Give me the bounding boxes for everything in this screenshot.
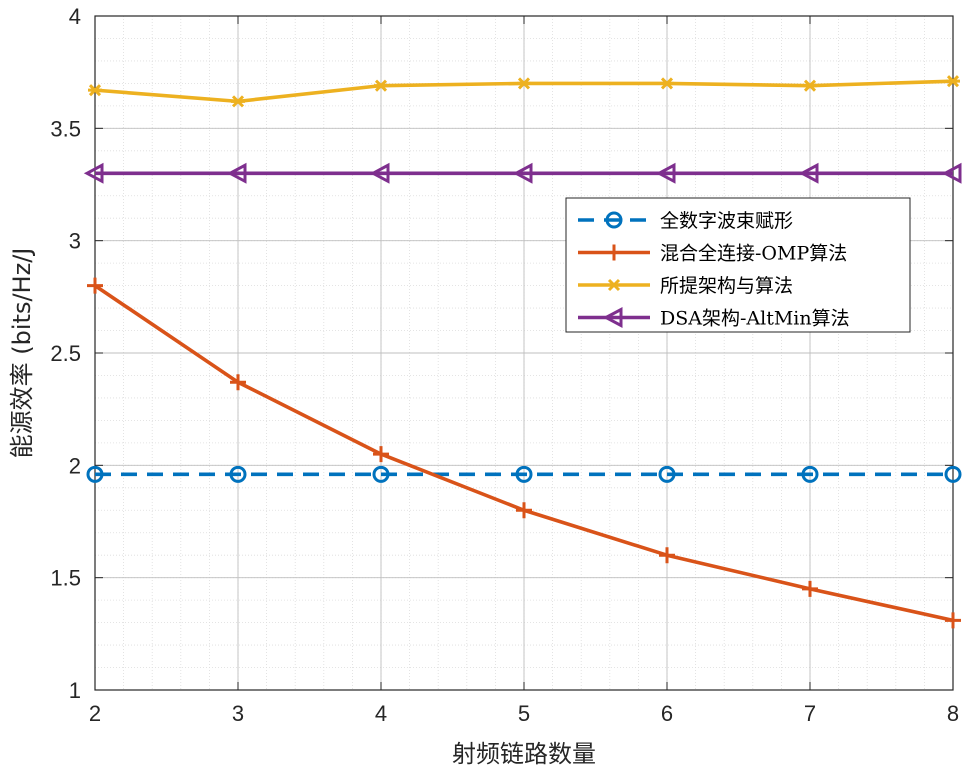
- legend-marker: [605, 211, 623, 229]
- data-point: [229, 465, 247, 483]
- y-tick-label: 2: [69, 453, 81, 478]
- data-point: [945, 612, 961, 629]
- legend-entry: 全数字波束赋形: [578, 210, 793, 232]
- legend-label: 所提架构与算法: [660, 275, 793, 297]
- legend-marker: [602, 307, 623, 328]
- data-point: [87, 277, 103, 294]
- data-point: [802, 580, 818, 597]
- y-tick-label: 1: [69, 678, 81, 703]
- x-tick-labels: 2 3 4 5 6 7 8: [89, 701, 959, 726]
- data-point: [230, 374, 246, 391]
- y-tick-label: 2.5: [50, 341, 81, 366]
- legend-marker: [606, 244, 622, 261]
- data-point: [517, 77, 531, 90]
- data-point: [801, 465, 819, 483]
- data-point: [659, 547, 675, 564]
- legend-entry: 混合全连接-OMP算法: [578, 243, 847, 265]
- x-tick-label: 4: [375, 701, 387, 726]
- data-point: [798, 162, 819, 184]
- legend-box: [565, 197, 911, 333]
- data-point: [658, 465, 676, 483]
- legend-marker: [607, 278, 621, 292]
- x-axis-title: 射频链路数量: [452, 740, 596, 768]
- data-point: [369, 162, 390, 184]
- data-point: [944, 465, 962, 483]
- data-point: [373, 446, 389, 463]
- y-tick-label: 1.5: [50, 566, 81, 591]
- series-2: [87, 277, 961, 629]
- data-point: [374, 79, 388, 92]
- axis-ticks: [94, 15, 954, 691]
- y-axis-title: 能源效率 (bits/Hz/J: [8, 248, 36, 459]
- y-tick-label: 3.5: [50, 116, 81, 141]
- y-tick-labels: 1 1.5 2 2.5 3 3.5 4: [50, 4, 81, 703]
- y-tick-label: 3: [69, 229, 81, 254]
- series-4: [83, 162, 962, 184]
- data-point: [83, 162, 104, 184]
- data-point: [372, 465, 390, 483]
- legend-label: 混合全连接-OMP算法: [660, 243, 847, 265]
- y-tick-label: 4: [69, 4, 81, 29]
- x-tick-label: 3: [232, 701, 244, 726]
- data-point: [226, 162, 247, 184]
- data-point: [946, 75, 960, 88]
- data-point: [941, 162, 962, 184]
- legend-label: DSA架构-AltMin算法: [660, 308, 850, 330]
- data-point: [515, 465, 533, 483]
- x-tick-label: 2: [89, 701, 101, 726]
- legend-entry: 所提架构与算法: [578, 275, 793, 297]
- x-tick-label: 8: [947, 701, 959, 726]
- data-point: [86, 465, 104, 483]
- data-point: [516, 502, 532, 519]
- legend-label: 全数字波束赋形: [660, 210, 793, 232]
- series-1: [86, 465, 962, 483]
- series-layer: [83, 75, 962, 629]
- x-tick-label: 5: [518, 701, 530, 726]
- data-point: [88, 84, 102, 97]
- data-point: [512, 162, 533, 184]
- x-tick-label: 7: [804, 701, 816, 726]
- data-point: [660, 77, 674, 90]
- legend-entry: DSA架构-AltMin算法: [578, 307, 850, 330]
- data-point: [655, 162, 676, 184]
- series-3: [88, 75, 960, 108]
- data-point: [803, 79, 817, 92]
- data-point: [231, 95, 245, 108]
- x-tick-label: 6: [661, 701, 673, 726]
